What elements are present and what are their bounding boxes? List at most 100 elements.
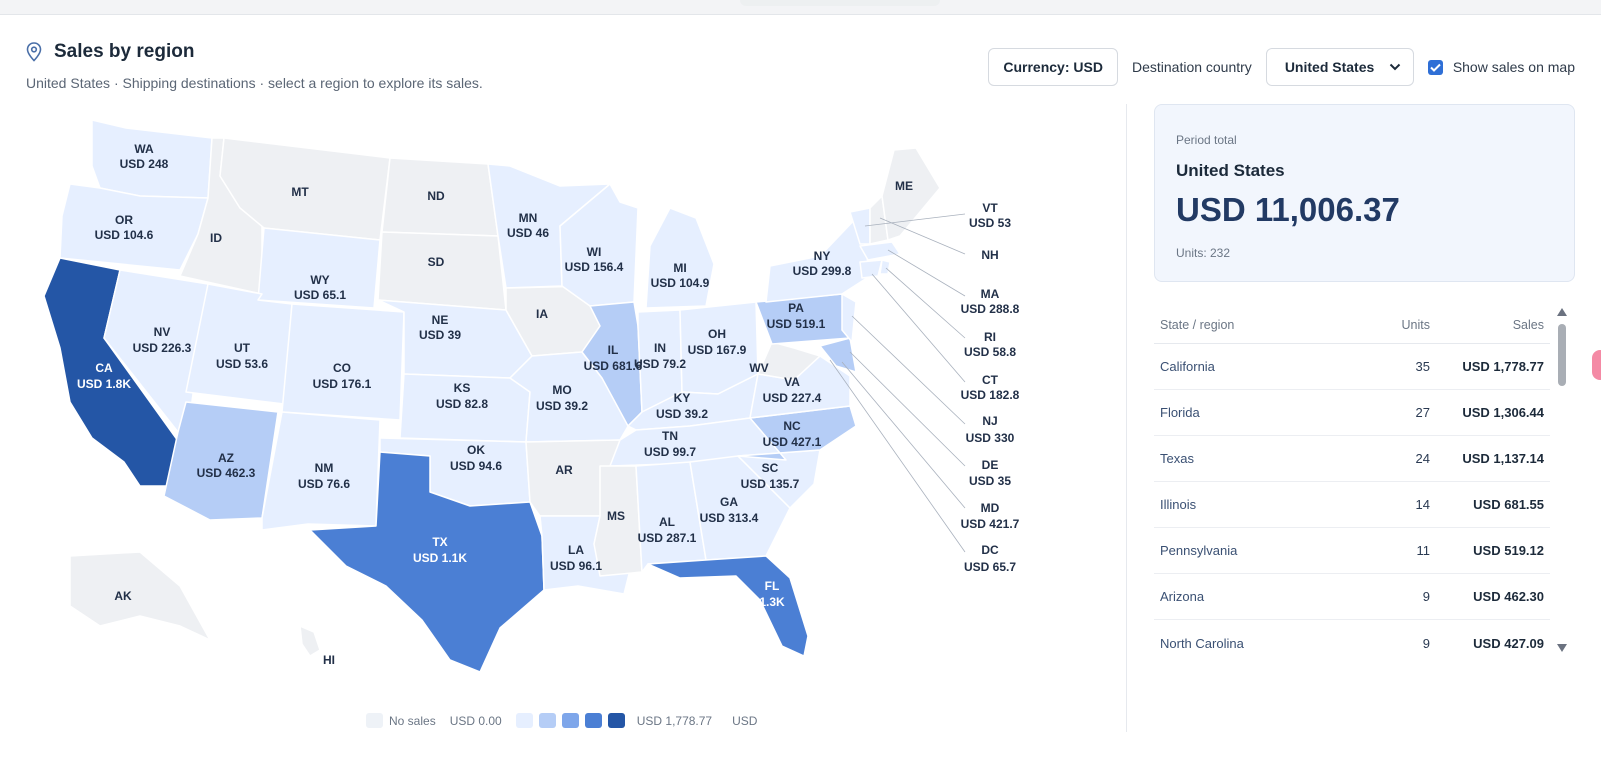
state-sd[interactable] [377,231,507,311]
callout-code-vt: VT [982,201,998,215]
row-state: Pennsylvania [1160,543,1238,558]
toolbar: Currency: USD Destination country United… [988,48,1575,86]
label-sd: SD [428,255,445,269]
table-row[interactable]: Arizona 9 USD 462.30 [1154,574,1550,620]
floating-widget-handle[interactable] [1592,350,1601,380]
page-title: Sales by region [54,41,195,62]
label-wi: WI [587,245,602,259]
period-total-units: Units: 232 [1176,246,1231,260]
table-row[interactable]: North Carolina 9 USD 427.09 [1154,620,1550,666]
value-ks: USD 82.8 [436,397,488,411]
label-nc: NC [783,419,801,433]
label-nd: ND [427,189,445,203]
row-sales: USD 427.09 [1473,635,1544,651]
row-units: 35 [1415,359,1430,374]
currency-button[interactable]: Currency: USD [988,48,1118,86]
label-ia: IA [536,307,548,321]
col-sales[interactable]: Sales [1512,317,1544,332]
label-il: IL [608,343,619,357]
callout-value-dc: USD 65.7 [964,560,1016,574]
show-sales-checkbox[interactable] [1427,59,1443,75]
legend-unit-label: USD [732,713,758,728]
scroll-down-icon[interactable] [1557,644,1567,652]
legend-swatch-2 [538,713,556,728]
table-row[interactable]: California 35 USD 1,778.77 [1154,344,1550,390]
label-ne: NE [432,313,449,327]
state-mi[interactable] [645,207,715,309]
legend-swatch-5 [607,713,625,728]
row-units: 27 [1415,405,1430,420]
state-wv[interactable] [757,341,821,381]
state-hi[interactable] [299,625,321,657]
row-sales: USD 1,778.77 [1462,359,1544,374]
state-ct[interactable] [859,259,883,279]
state-ga[interactable] [689,455,791,561]
value-ky: USD 39.2 [656,407,708,421]
scrollbar-thumb[interactable] [1558,324,1566,386]
state-nj[interactable] [841,293,857,343]
state-fl[interactable] [647,555,809,657]
state-nm[interactable] [261,411,381,531]
state-me[interactable] [881,147,941,241]
state-az[interactable] [163,401,279,521]
label-in: IN [654,341,666,355]
callout-code-nj: NJ [982,414,997,428]
header: Sales by region [26,41,194,63]
value-ok: USD 94.6 [450,459,502,473]
row-units: 14 [1415,497,1430,512]
row-state: North Carolina [1160,635,1244,651]
table-header: State / region Units Sales [1154,306,1550,344]
state-ri[interactable] [879,259,891,275]
row-state: California [1160,359,1215,374]
value-co: USD 176.1 [313,377,372,391]
state-ak[interactable] [69,551,211,641]
table-scrollbar[interactable] [1556,306,1568,656]
callout-code-de: DE [982,458,999,472]
value-va: USD 227.4 [763,391,822,405]
label-me: ME [895,179,913,193]
destination-country-select[interactable]: United States [1265,48,1414,86]
callout-code-dc: DC [981,543,999,557]
callout-value-vt: USD 53 [969,216,1011,230]
callout-value-ct: USD 182.8 [961,388,1020,402]
label-id: ID [210,231,222,245]
state-or[interactable] [59,183,209,271]
value-mi: USD 104.9 [651,276,710,290]
row-state: Illinois [1160,497,1197,512]
state-wy[interactable] [257,227,381,309]
table-row[interactable]: Illinois 14 USD 681.55 [1154,482,1550,528]
legend-swatch-1 [515,713,533,728]
us-sales-map: WA USD 248 OR USD 104.6 MT ID WY USD 65.… [43,119,1020,673]
state-ma[interactable] [859,241,901,261]
row-state: Arizona [1160,589,1205,604]
row-sales: USD 681.55 [1473,497,1544,512]
table-row[interactable]: Texas 24 USD 1,137.14 [1154,436,1550,482]
label-ga: GA [720,495,738,509]
value-ne: USD 39 [419,328,461,342]
state-wi[interactable] [559,183,639,307]
value-pa: USD 519.1 [767,317,826,331]
value-la: USD 96.1 [550,559,602,573]
value-fl: 1.3K [759,595,785,609]
label-wv: WV [749,361,768,375]
state-tx[interactable] [309,451,545,673]
show-sales-on-map-toggle[interactable]: Show sales on map [1427,59,1575,75]
label-ny: NY [814,249,831,263]
col-state[interactable]: State / region [1160,317,1235,332]
col-units[interactable]: Units [1401,317,1430,332]
label-ca: CA [95,361,113,375]
top-shadow [740,0,940,6]
value-al: USD 287.1 [638,531,697,545]
value-in: USD 79.2 [634,357,686,371]
row-sales: USD 1,306.44 [1462,405,1544,420]
callout-value-nj: USD 330 [966,431,1015,445]
label-ok: OK [467,443,485,457]
state-co[interactable] [281,303,405,421]
value-nm: USD 76.6 [298,477,350,491]
table-row[interactable]: Florida 27 USD 1,306.44 [1154,390,1550,436]
value-ut: USD 53.6 [216,357,268,371]
table-row[interactable]: Pennsylvania 11 USD 519.12 [1154,528,1550,574]
state-md[interactable] [819,337,857,373]
scroll-up-icon[interactable] [1557,308,1567,316]
label-la: LA [568,543,584,557]
